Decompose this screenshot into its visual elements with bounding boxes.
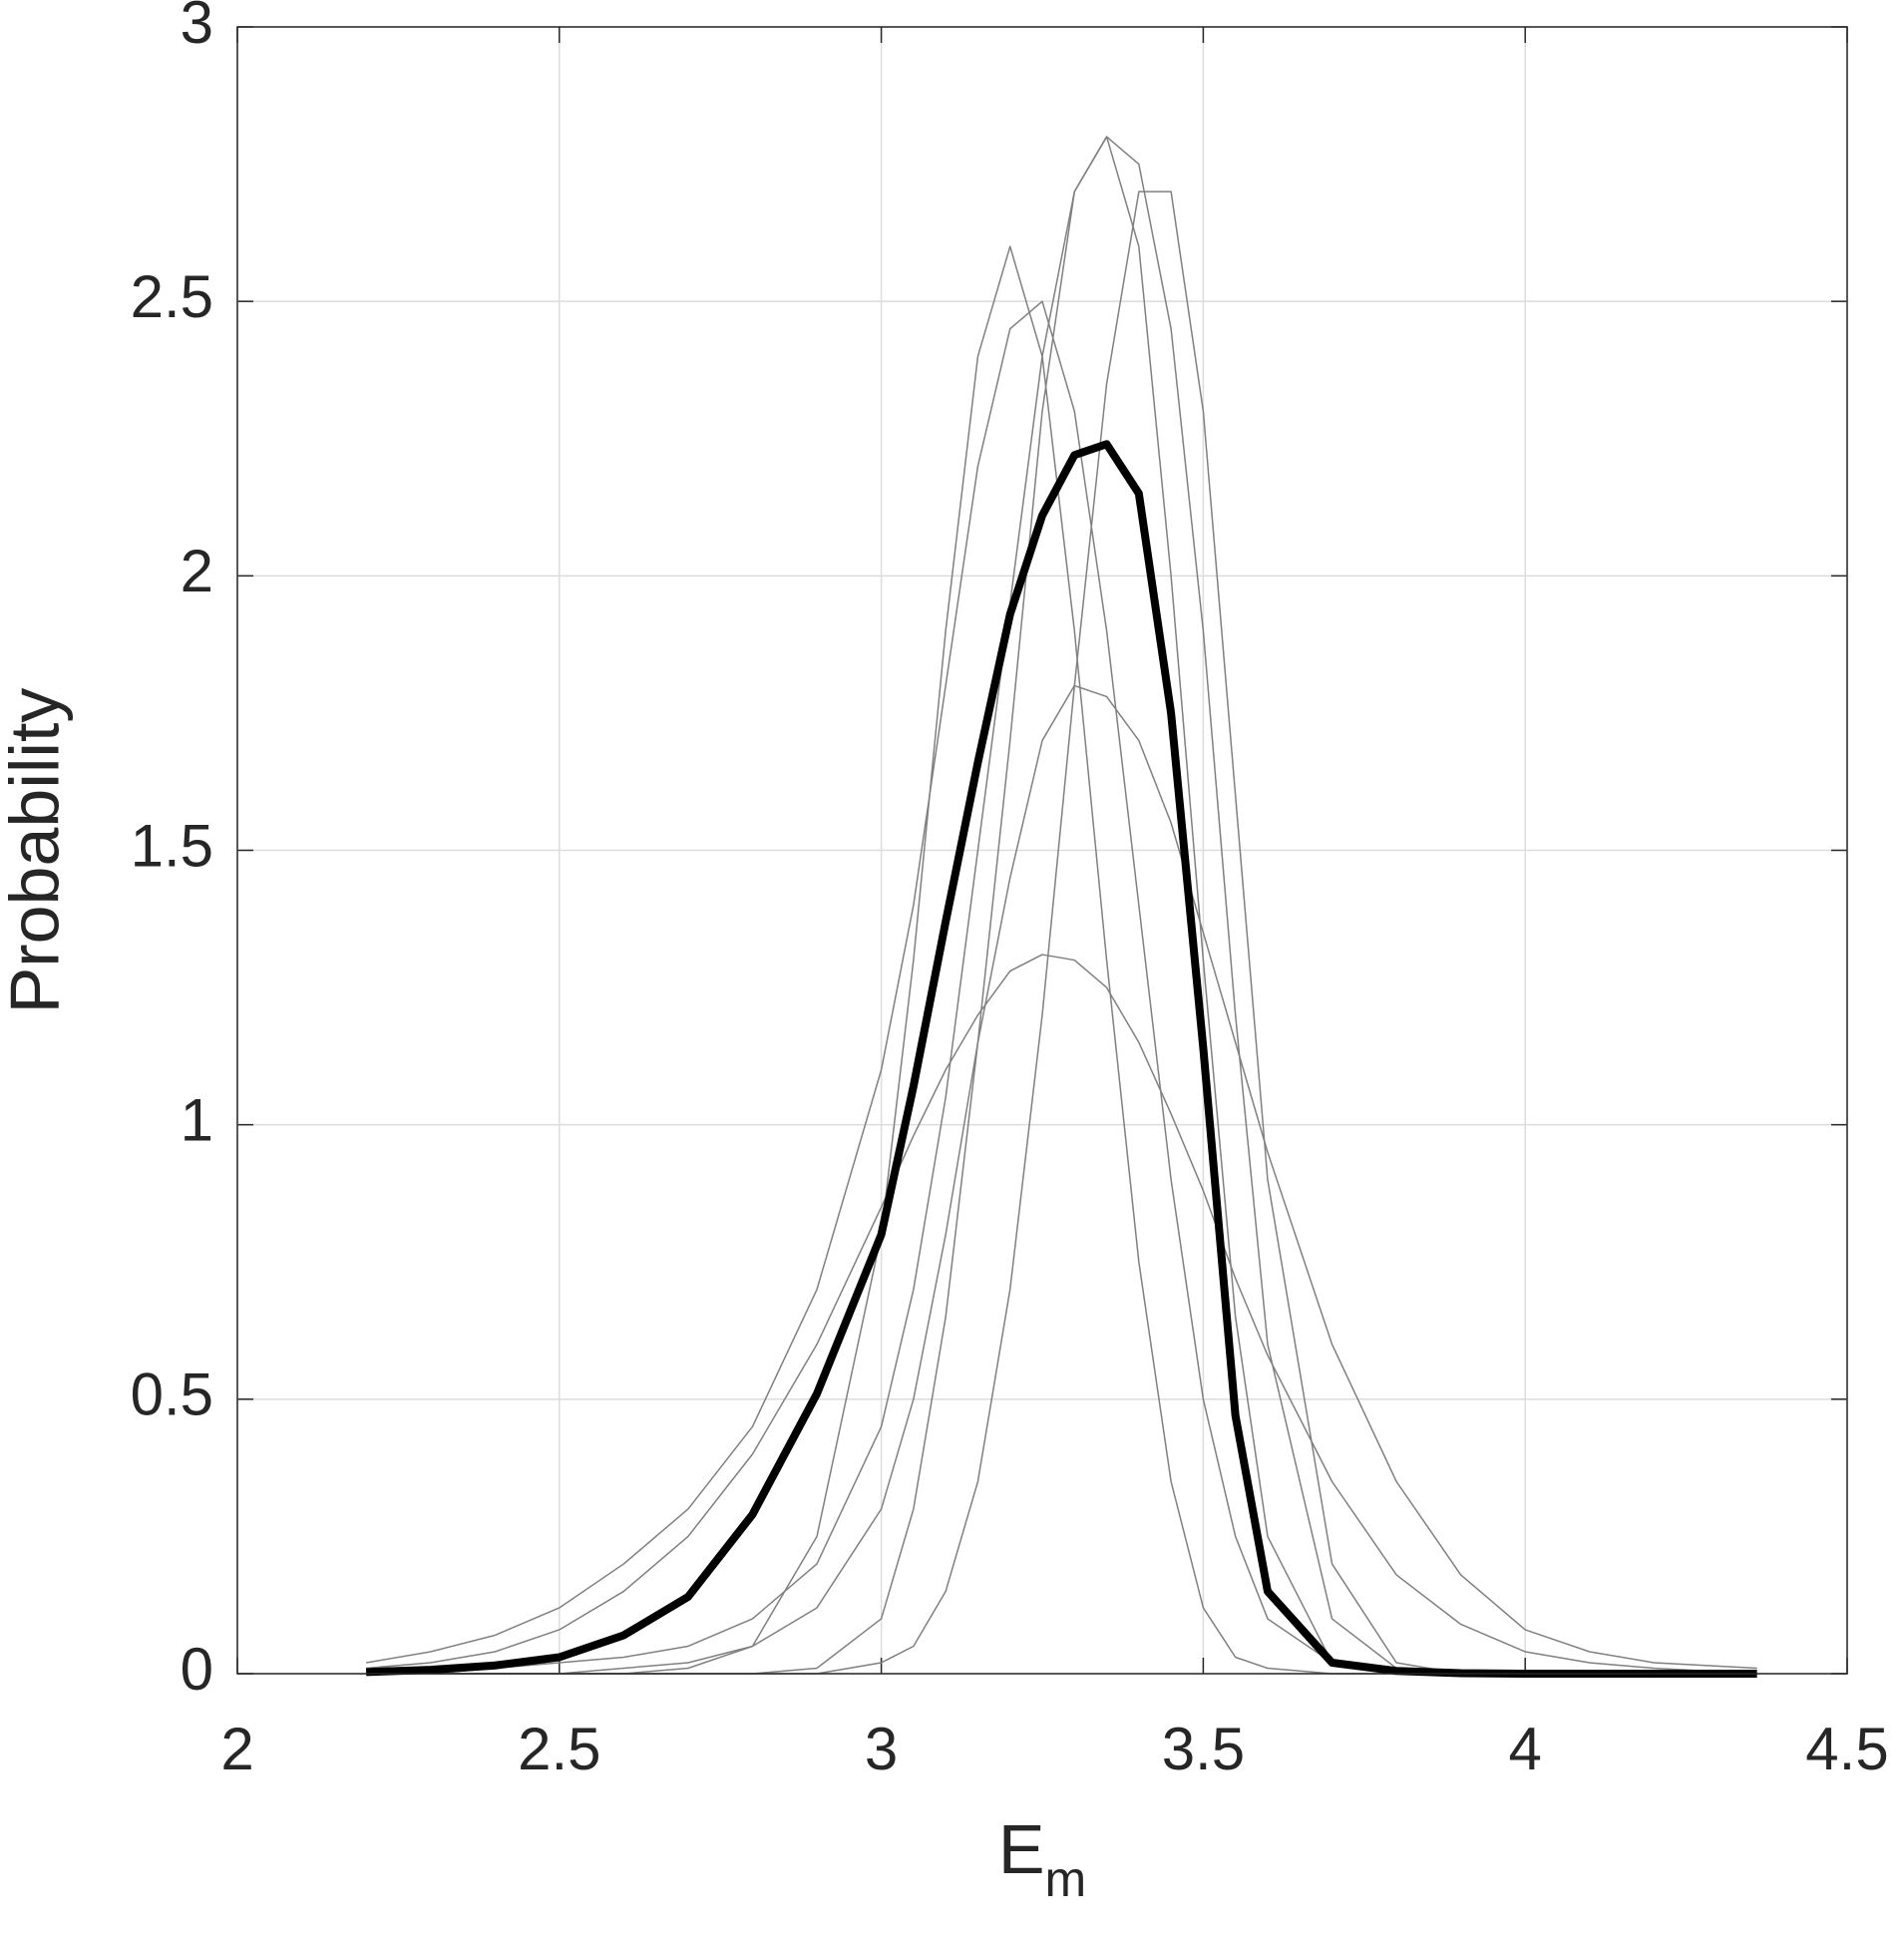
x-tick-label: 4.5 <box>1805 1716 1888 1782</box>
x-tick-label: 3.5 <box>1162 1716 1245 1782</box>
line-series <box>366 954 1757 1675</box>
y-tick-label: 1.5 <box>131 812 213 879</box>
x-tick-label: 3 <box>865 1716 898 1782</box>
plot-frame <box>236 26 1848 1675</box>
line-series <box>365 440 1757 1678</box>
x-axis-label: Em <box>998 1810 1086 1907</box>
y-axis-label: Probability <box>0 688 73 1014</box>
y-tick-label: 0 <box>181 1636 213 1703</box>
y-tick-label: 1 <box>181 1087 213 1154</box>
y-tick-label: 3 <box>181 0 213 56</box>
x-tick-label: 2.5 <box>518 1716 600 1782</box>
y-tick-label: 2.5 <box>131 263 213 330</box>
x-tick-label: 2 <box>220 1716 253 1782</box>
line-series <box>366 191 1757 1675</box>
line-series <box>365 300 1757 1675</box>
y-tick-label: 0.5 <box>131 1361 213 1428</box>
line-series <box>366 684 1757 1675</box>
line-series <box>366 245 1757 1675</box>
x-axis-label-subscript: m <box>1045 1851 1087 1907</box>
y-tick-label: 2 <box>181 538 213 604</box>
x-tick-label: 4 <box>1509 1716 1542 1782</box>
x-axis-label-base: E <box>998 1810 1045 1888</box>
